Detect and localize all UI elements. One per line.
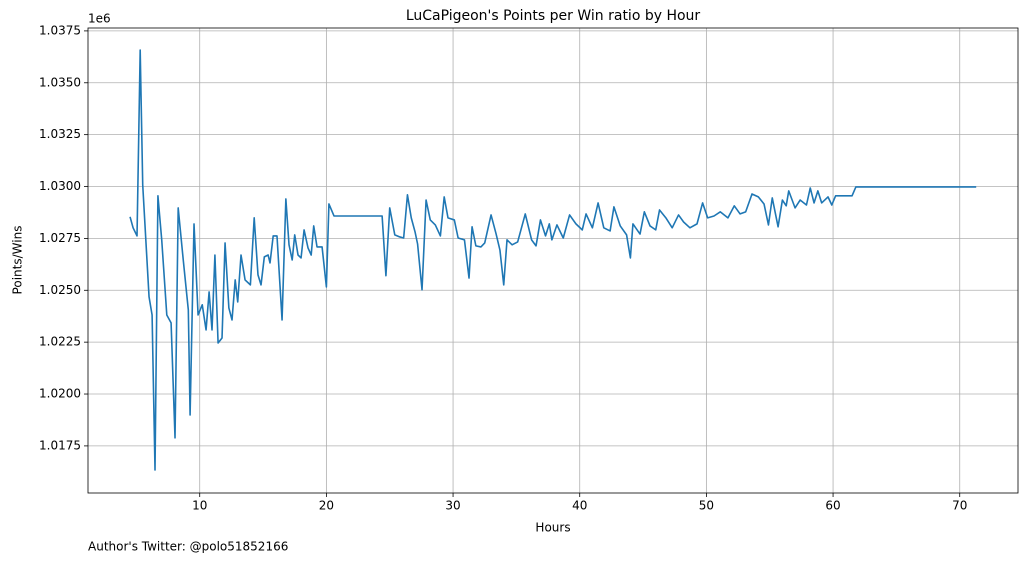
y-tick-label: 1.0175: [39, 438, 81, 452]
y-tick-label: 1.0375: [39, 23, 81, 37]
y-tick-label: 1.0275: [39, 231, 81, 245]
annotation: Author's Twitter: @polo51852166: [88, 540, 288, 554]
y-tick-label: 1.0350: [39, 75, 81, 89]
x-tick-label: 10: [192, 499, 207, 513]
plot-frame: [87, 27, 1019, 494]
x-tick-label: 20: [319, 499, 334, 513]
y-tick-label: 1.0325: [39, 127, 81, 141]
x-tick-label: 30: [445, 499, 460, 513]
x-tick-label: 60: [825, 499, 840, 513]
y-offset-label: 1e6: [88, 12, 111, 26]
y-tick-label: 1.0200: [39, 387, 81, 401]
y-tick-label: 1.0250: [39, 283, 81, 297]
y-axis-label: Points/Wins: [11, 226, 25, 295]
x-tick-label: 50: [699, 499, 714, 513]
chart-title: LuCaPigeon's Points per Win ratio by Hou…: [406, 8, 701, 24]
x-tick-label: 40: [572, 499, 587, 513]
x-axis-label: Hours: [535, 521, 570, 535]
y-tick-label: 1.0300: [39, 179, 81, 193]
line-series: [129, 49, 977, 471]
x-tick-label: 70: [952, 499, 967, 513]
y-tick-label: 1.0225: [39, 335, 81, 349]
